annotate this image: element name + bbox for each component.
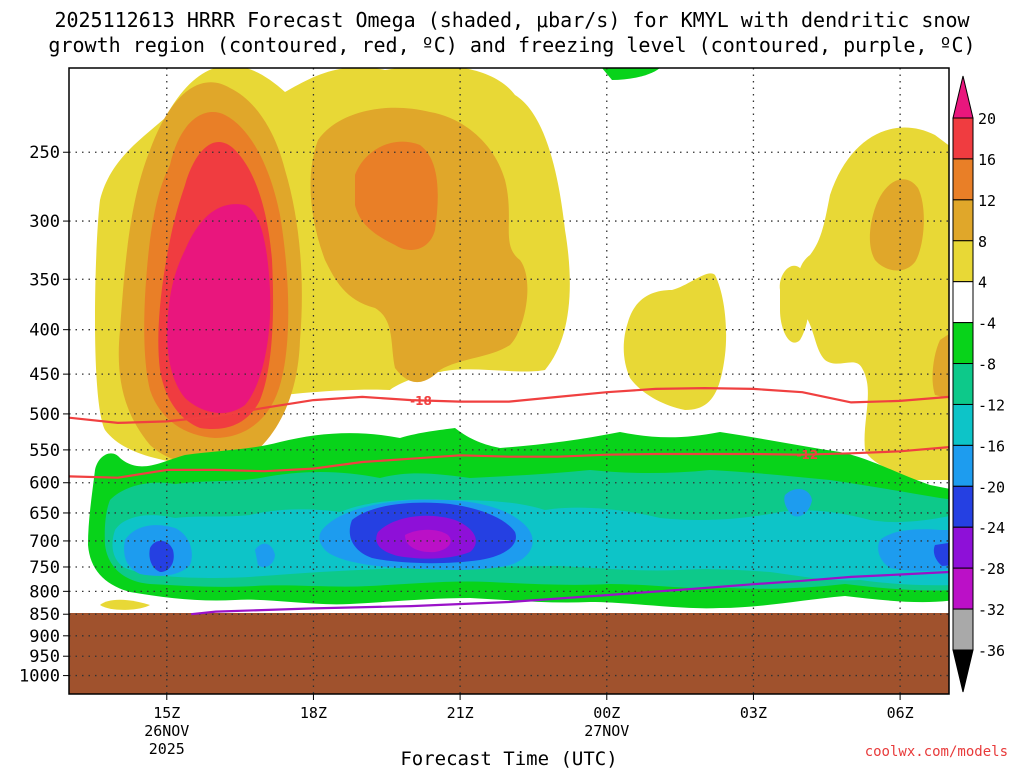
- omega-region-12-16-upper: [355, 141, 438, 250]
- colorbar-label: 12: [978, 192, 996, 210]
- colorbar-bin: [952, 567, 974, 610]
- colorbar-label: -28: [978, 560, 1005, 578]
- colorbar-bin: [952, 281, 974, 324]
- grid-lines: [69, 68, 949, 694]
- omega-region-4-8-mid: [623, 273, 727, 410]
- y-tick-label: 350: [29, 270, 60, 290]
- x-tick-date-label: 26NOV: [144, 722, 189, 740]
- omega-region-4-8-far: [779, 265, 809, 343]
- colorbar-bin: [952, 403, 974, 446]
- colorbar-label: -24: [978, 519, 1005, 537]
- colorbar-label: -20: [978, 478, 1005, 496]
- omega-region-4-8-east: [798, 127, 949, 480]
- dgz-contour-minus18: [69, 387, 949, 424]
- y-tick-label: 850: [29, 605, 60, 625]
- y-tick-label: 750: [29, 558, 60, 578]
- y-tick-label: 950: [29, 647, 60, 667]
- y-tick-label: 800: [29, 582, 60, 602]
- y-tick-label: 600: [29, 474, 60, 494]
- x-tick-label: 06Z: [887, 704, 914, 722]
- y-tick-label: 1000: [19, 667, 60, 687]
- x-tick-label: 03Z: [740, 704, 767, 722]
- x-axis-title: Forecast Time (UTC): [400, 748, 617, 768]
- omega-region-over-20: [167, 204, 271, 414]
- colorbar-bin: [952, 608, 974, 651]
- y-tick-label: 900: [29, 627, 60, 647]
- contour-label: -18: [410, 394, 432, 408]
- omega-region-8-12-right-edge: [932, 334, 949, 399]
- x-tick-label: 00Z: [593, 704, 620, 722]
- colorbar-bin: [952, 240, 974, 283]
- freezing-level-contour: [191, 570, 949, 616]
- y-tick-label: 700: [29, 532, 60, 552]
- chart-title-line-1: 2025112613 HRRR Forecast Omega (shaded, …: [54, 8, 970, 32]
- y-tick-label: 450: [29, 365, 60, 385]
- plot-frame: [68, 67, 950, 695]
- y-tick-label: 400: [29, 321, 60, 341]
- y-tick-label: 250: [29, 143, 60, 163]
- x-tick-label: 18Z: [300, 704, 327, 722]
- colorbar-label: 20: [978, 110, 996, 128]
- below-ground-area: [69, 613, 949, 694]
- colorbar-bin: [952, 526, 974, 569]
- colorbar-label: -32: [978, 601, 1005, 619]
- colorbar: 20 16 12 8 4 -4 -8 -12 -16 -20 -24 -28 -32 -36: [952, 75, 1005, 693]
- colorbar-label: -8: [978, 356, 996, 374]
- omega-region-minus4-minus8-top: [602, 68, 660, 80]
- y-axis: 2503003504004505005506006507007508008509…: [19, 143, 69, 687]
- x-tick-year-label: 2025: [149, 740, 185, 758]
- omega-region-4-8-low: [100, 599, 150, 610]
- colorbar-bin: [952, 444, 974, 487]
- omega-shading: [69, 68, 949, 694]
- contour-labels: -18 -12: [410, 394, 818, 462]
- colorbar-bin: [952, 363, 974, 405]
- chart-title-line-2: growth region (contoured, red, ºC) and f…: [48, 33, 976, 57]
- colorbar-label: 8: [978, 233, 987, 251]
- colorbar-over-triangle: [952, 75, 974, 119]
- colorbar-label: 16: [978, 151, 996, 169]
- x-tick-date-label: 27NOV: [584, 722, 629, 740]
- colorbar-bin: [952, 199, 974, 242]
- colorbar-under-triangle: [952, 649, 974, 693]
- x-tick-label: 15Z: [153, 704, 180, 722]
- colorbar-label: -12: [978, 396, 1005, 414]
- colorbar-label: 4: [978, 274, 987, 292]
- colorbar-bin: [952, 117, 974, 160]
- contour-lines: [69, 387, 949, 616]
- colorbar-label: -36: [978, 642, 1005, 660]
- colorbar-bin: [952, 485, 974, 528]
- colorbar-label: -4: [978, 315, 996, 333]
- y-tick-label: 650: [29, 504, 60, 524]
- contour-label: -12: [796, 448, 818, 462]
- x-tick-label: 21Z: [447, 704, 474, 722]
- y-tick-label: 550: [29, 441, 60, 461]
- y-tick-label: 300: [29, 212, 60, 232]
- dgz-contour-minus12: [69, 446, 949, 479]
- colorbar-bin: [952, 158, 974, 201]
- y-tick-label: 500: [29, 405, 60, 425]
- colorbar-bin: [952, 322, 974, 365]
- colorbar-label: -16: [978, 437, 1005, 455]
- credit-link[interactable]: coolwx.com/models: [864, 744, 1008, 760]
- omega-region-8-12-east: [869, 179, 924, 271]
